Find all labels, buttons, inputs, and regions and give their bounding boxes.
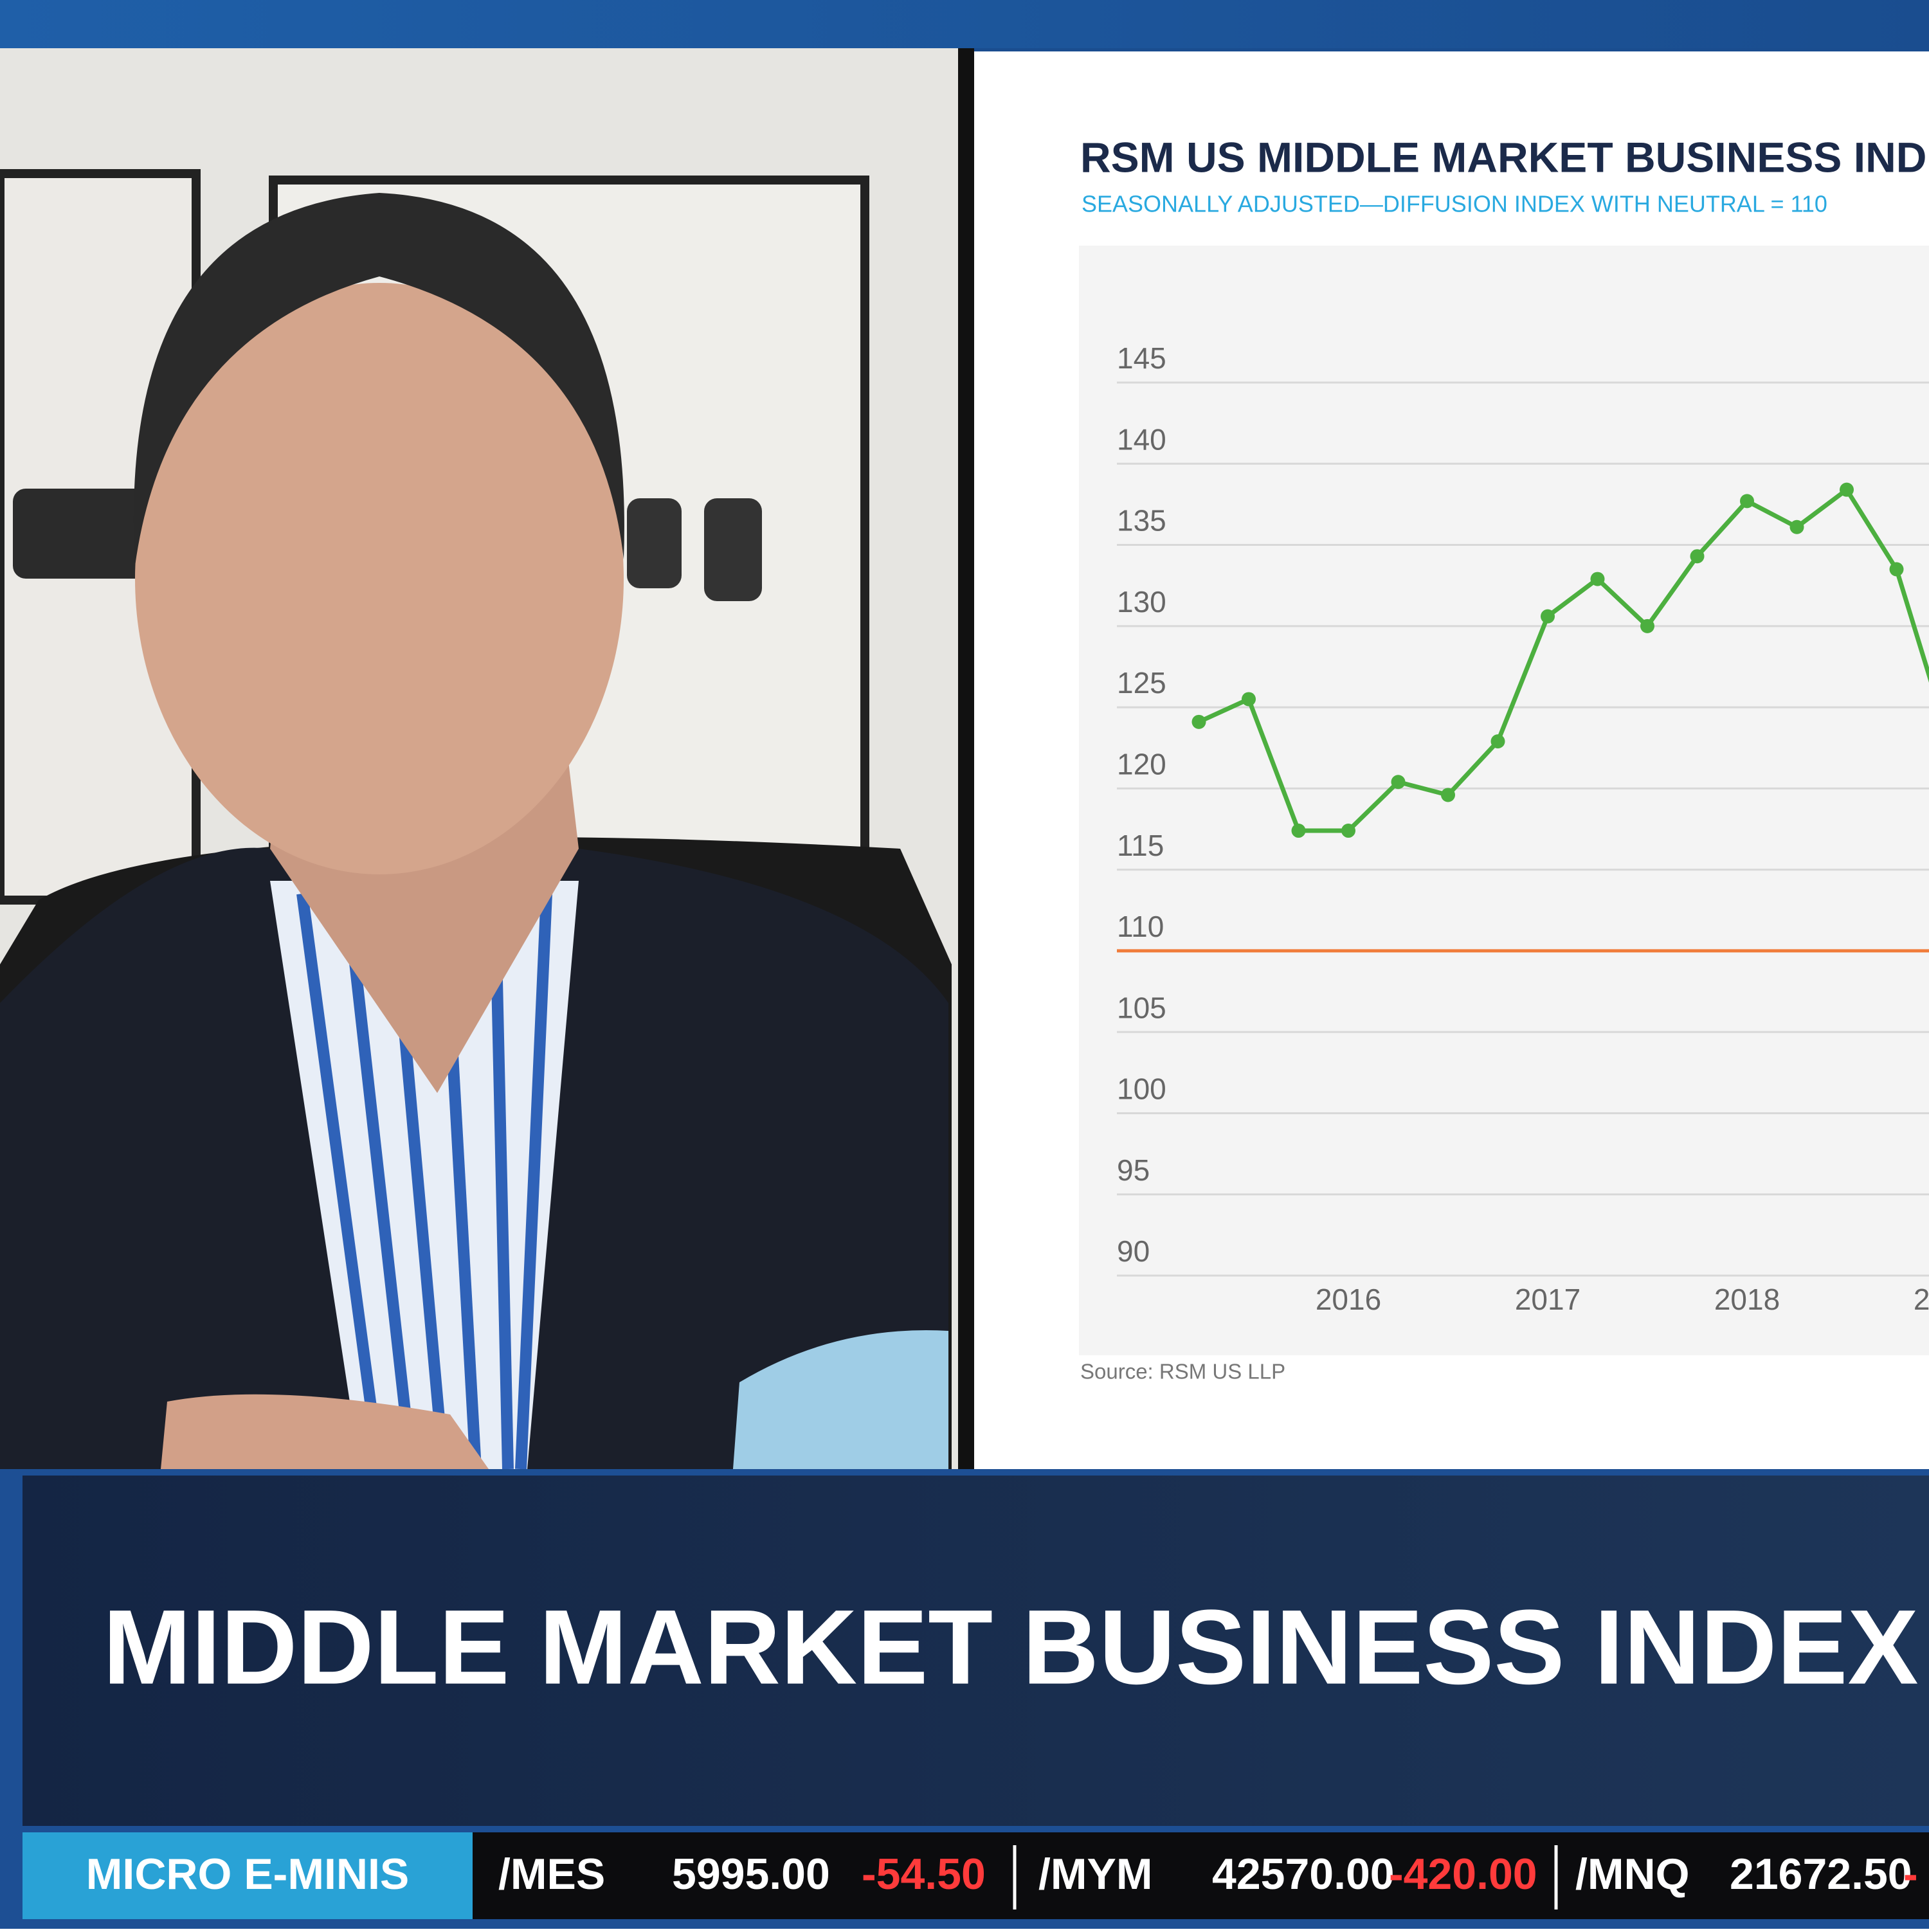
- y-tick-label: 115: [1117, 829, 1164, 862]
- ticker-price: 5995.00: [672, 1850, 830, 1899]
- data-point: [1790, 520, 1804, 534]
- data-point: [1441, 788, 1455, 802]
- data-point: [1292, 824, 1306, 838]
- art: [627, 498, 682, 588]
- divider: [958, 48, 974, 1472]
- ticker-label: MICRO E-MINIS: [86, 1850, 409, 1899]
- plot-background: [1079, 246, 1929, 1355]
- ticker-price: 42570.00: [1212, 1850, 1395, 1899]
- data-point: [1491, 734, 1505, 748]
- ticker-change: -: [1903, 1850, 1918, 1899]
- data-point: [1192, 715, 1206, 729]
- data-point: [1890, 562, 1904, 576]
- ticker-symbol: /MNQ: [1575, 1850, 1690, 1899]
- ticker-change: -420.00: [1389, 1850, 1537, 1899]
- top-bar: [0, 0, 1929, 48]
- y-tick-label: 100: [1117, 1072, 1166, 1106]
- data-point: [1690, 549, 1705, 563]
- y-tick-label: 110: [1117, 910, 1164, 943]
- y-tick-label: 135: [1117, 504, 1166, 537]
- chart-title: RSM US MIDDLE MARKET BUSINESS INDE: [1080, 133, 1929, 181]
- y-tick-label: 105: [1117, 991, 1166, 1024]
- data-point: [1640, 619, 1654, 633]
- data-point: [1591, 572, 1605, 586]
- data-point: [1541, 609, 1555, 624]
- data-point: [1740, 494, 1754, 508]
- data-point: [1242, 692, 1256, 706]
- y-tick-label: 95: [1117, 1153, 1150, 1187]
- y-tick-label: 120: [1117, 748, 1166, 781]
- y-tick-label: 130: [1117, 585, 1166, 618]
- x-tick-label: 2016: [1316, 1283, 1381, 1316]
- x-tick-label: 2017: [1515, 1283, 1580, 1316]
- data-point: [1391, 775, 1406, 789]
- chart-subtitle: SEASONALLY ADJUSTED—DIFFUSION INDEX WITH…: [1082, 191, 1827, 217]
- ticker-symbol: /MES: [498, 1850, 605, 1899]
- art: [704, 498, 762, 601]
- x-tick-label: 2018: [1714, 1283, 1780, 1316]
- y-tick-label: 90: [1117, 1234, 1150, 1268]
- y-tick-label: 145: [1117, 341, 1166, 375]
- y-tick-label: 125: [1117, 666, 1166, 700]
- data-point: [1840, 483, 1854, 497]
- ticker-price: 21672.50: [1730, 1850, 1912, 1899]
- ticker-change: -54.50: [862, 1850, 986, 1899]
- video-feed: [0, 48, 958, 1469]
- headline: MIDDLE MARKET BUSINESS INDEX T: [103, 1588, 1929, 1706]
- x-tick-label: 2019: [1914, 1283, 1929, 1316]
- y-tick-label: 140: [1117, 422, 1166, 456]
- chart-source: Source: RSM US LLP: [1080, 1360, 1285, 1384]
- ticker-symbol: /MYM: [1038, 1850, 1153, 1899]
- data-point: [1341, 824, 1355, 838]
- art: [13, 489, 148, 579]
